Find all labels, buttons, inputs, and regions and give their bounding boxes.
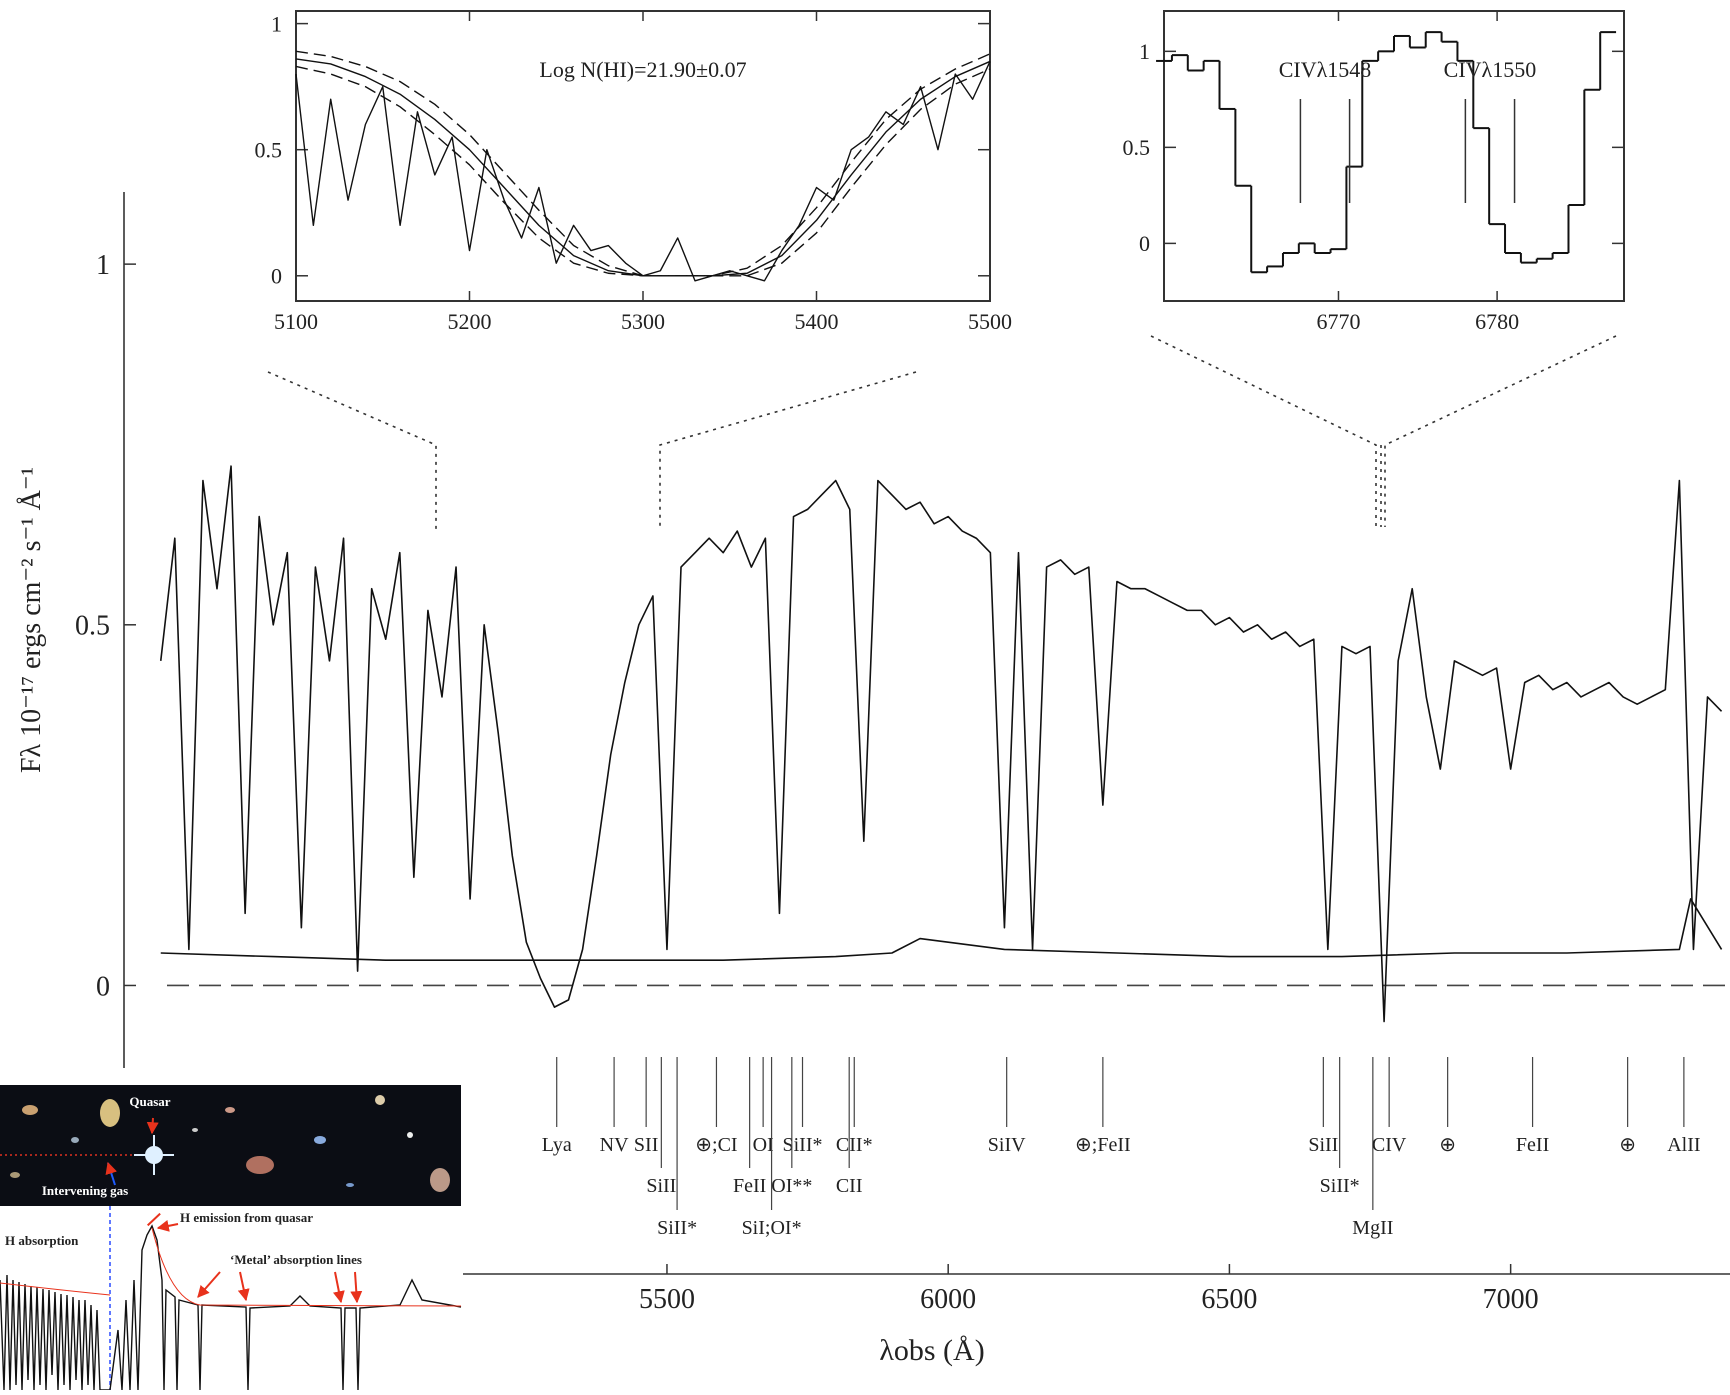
x-tick-label: 7000 [1483, 1284, 1539, 1315]
line-id-label: AlII [1667, 1134, 1700, 1156]
line-id-label: OI [753, 1134, 774, 1156]
y-tick-label: 1 [271, 11, 282, 36]
y-axis-label: Fλ 10⁻¹⁷ ergs cm⁻² s⁻¹ Å⁻¹ [16, 467, 47, 773]
line-id-label: NV [600, 1134, 629, 1156]
line-id-label: Lya [542, 1134, 572, 1156]
spectrum-line [160, 898, 1723, 962]
x-tick-label: 6000 [920, 1284, 976, 1315]
annotation: Log N(HI)=21.90±0.07 [539, 57, 746, 82]
plot-frame [1163, 10, 1625, 302]
absorption-label: H absorption [5, 1233, 79, 1248]
step-riser [1170, 32, 1602, 273]
x-tick-label: 5200 [448, 309, 492, 334]
annotation: CIVλ1548 [1279, 57, 1372, 82]
line-id-label: SII [634, 1134, 658, 1156]
spectrum-line [295, 50, 991, 277]
x-tick-label: 5500 [639, 1284, 695, 1315]
line-id-label: CIV [1372, 1134, 1407, 1156]
line-id-label: FeII [733, 1175, 766, 1197]
line-id-label: FeII [1516, 1134, 1549, 1156]
line-id-label: SiIV [988, 1134, 1026, 1156]
line-id-label: SiII [646, 1175, 676, 1197]
line-id-label: SiII* [657, 1217, 697, 1239]
zoom-connectors [267, 335, 1617, 530]
annotation: CIVλ1550 [1444, 57, 1537, 82]
line-id-label: CII* [836, 1134, 873, 1156]
x-tick-label: 5400 [795, 309, 839, 334]
y-tick-label: 0.5 [75, 611, 110, 642]
plot-frame [295, 10, 991, 302]
x-tick-label: 6770 [1316, 309, 1360, 334]
line-id-label: ⊕;FeII [1075, 1134, 1131, 1156]
gas-label: Intervening gas [42, 1183, 128, 1198]
y-tick-label: 1 [96, 250, 110, 281]
x-tick-label: 6500 [1201, 1284, 1257, 1315]
chart: 6770 6780 0 0.5 1 CIVλ1548 CIVλ1550 [1123, 10, 1625, 334]
line-id-label: ⊕ [1619, 1134, 1636, 1156]
y-tick-label: 0 [1139, 231, 1150, 256]
y-tick-label: 0.5 [255, 137, 283, 162]
x-tick-label: 6780 [1475, 309, 1519, 334]
line-id-label: ⊕;CI [695, 1134, 737, 1156]
y-tick-label: 0.5 [1123, 135, 1151, 160]
galaxies [10, 1095, 450, 1192]
chart: 5100 5200 5300 5400 5500 0 0.5 1 Log N(HI)=21.90… [255, 10, 1012, 334]
x-tick-label: 5300 [621, 309, 665, 334]
spectrum-line [295, 65, 991, 277]
line-id-label: SiII* [783, 1134, 823, 1156]
illustration: Quasar Intervening gas H emission from q… [0, 1085, 462, 1391]
x-tick-label: 5100 [274, 309, 318, 334]
line-id-label: SiI;OI* [742, 1217, 802, 1239]
sky-image [0, 1085, 461, 1206]
spectrum-line [159, 465, 1723, 1023]
line-id-label: ⊕ [1439, 1134, 1456, 1156]
metal-label: ‘Metal’ absorption lines [230, 1252, 362, 1267]
y-tick-label: 0 [271, 263, 282, 288]
x-axis-label: λobs (Å) [879, 1334, 984, 1367]
line-id-label: MgII [1352, 1217, 1393, 1239]
y-tick-label: 1 [1139, 39, 1150, 64]
x-tick-label: 5500 [968, 309, 1012, 334]
line-id-label: CII [836, 1175, 863, 1197]
y-tick-label: 0 [96, 971, 110, 1002]
spectrum-line [295, 58, 991, 277]
chart: 5500 6000 6500 7000 0 0.5 1 λobs (Å) Fλ 10⁻¹⁷ er… [16, 192, 1730, 1367]
line-id-label: OI** [771, 1175, 812, 1197]
line-id-label: SiII* [1320, 1175, 1360, 1197]
line-id-label: SiII [1308, 1134, 1338, 1156]
quasar-label: Quasar [129, 1094, 170, 1109]
emission-label: H emission from quasar [180, 1210, 313, 1225]
